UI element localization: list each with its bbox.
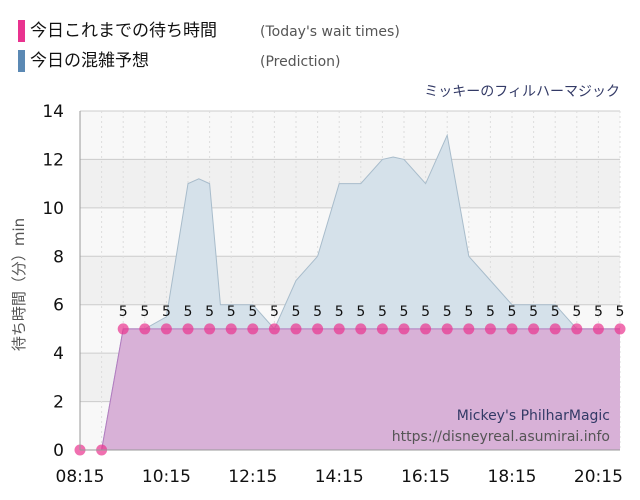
data-label: 5 bbox=[616, 304, 625, 320]
actual-point bbox=[614, 323, 626, 335]
prediction-line bbox=[80, 133, 620, 451]
x-tick-label: 16:15 bbox=[401, 467, 450, 487]
y-tick-label: 4 bbox=[53, 344, 64, 364]
legend-sub-prediction: (Prediction) bbox=[260, 54, 341, 70]
data-label: 5 bbox=[378, 304, 387, 320]
data-label: 5 bbox=[292, 304, 301, 320]
actual-point bbox=[290, 323, 302, 335]
data-label: 5 bbox=[313, 304, 322, 320]
actual-point bbox=[247, 323, 259, 335]
x-tick-label: 10:15 bbox=[142, 467, 191, 487]
actual-point bbox=[117, 323, 129, 335]
data-label: 5 bbox=[205, 304, 214, 320]
watermark-url: https://disneyreal.asumirai.info bbox=[392, 429, 610, 445]
actual-point bbox=[398, 323, 410, 335]
actual-point bbox=[376, 323, 388, 335]
actual-point bbox=[441, 323, 453, 335]
data-label: 5 bbox=[270, 304, 279, 320]
actual-point bbox=[420, 323, 432, 335]
x-tick-label: 18:15 bbox=[488, 467, 537, 487]
legend-label-prediction: 今日の混雑予想 bbox=[30, 51, 149, 71]
y-tick-label: 6 bbox=[53, 296, 64, 316]
actual-point bbox=[463, 323, 475, 335]
actual-point bbox=[592, 323, 604, 335]
legend-label-today: 今日これまでの待ち時間 bbox=[30, 21, 217, 41]
data-label: 5 bbox=[162, 304, 171, 320]
actual-point bbox=[484, 323, 496, 335]
watermark-name: Mickey's PhilharMagic bbox=[457, 408, 610, 424]
data-label: 5 bbox=[443, 304, 452, 320]
actual-point bbox=[571, 323, 583, 335]
data-label: 5 bbox=[140, 304, 149, 320]
actual-point bbox=[333, 323, 345, 335]
actual-point bbox=[506, 323, 518, 335]
legend-sub-today: (Today's wait times) bbox=[260, 24, 400, 40]
data-label: 5 bbox=[421, 304, 430, 320]
actual-point bbox=[355, 323, 367, 335]
actual-series bbox=[74, 323, 626, 456]
y-axis-label: 待ち時間（分）min bbox=[10, 218, 28, 351]
data-label: 5 bbox=[227, 304, 236, 320]
actual-point bbox=[268, 323, 280, 335]
y-tick-label: 8 bbox=[53, 247, 64, 267]
actual-point bbox=[312, 323, 324, 335]
data-label: 5 bbox=[119, 304, 128, 320]
y-tick-label: 14 bbox=[42, 102, 64, 122]
actual-point bbox=[528, 323, 540, 335]
attraction-title: ミッキーのフィルハーマジック bbox=[424, 84, 620, 100]
actual-point bbox=[549, 323, 561, 335]
y-tick-label: 0 bbox=[53, 441, 64, 461]
x-tick-label: 14:15 bbox=[315, 467, 364, 487]
y-tick-label: 10 bbox=[42, 199, 64, 219]
y-tick-label: 2 bbox=[53, 393, 64, 413]
data-label: 5 bbox=[248, 304, 257, 320]
x-tick-label: 08:15 bbox=[56, 467, 105, 487]
data-label: 5 bbox=[508, 304, 517, 320]
legend-swatch-prediction bbox=[18, 50, 25, 72]
actual-area bbox=[80, 328, 620, 450]
y-tick-label: 12 bbox=[42, 150, 64, 170]
data-label: 5 bbox=[572, 304, 581, 320]
x-tick-label: 20:15 bbox=[574, 467, 623, 487]
x-tick-label: 12:15 bbox=[228, 467, 277, 487]
data-label: 5 bbox=[551, 304, 560, 320]
data-label: 5 bbox=[335, 304, 344, 320]
data-label: 5 bbox=[486, 304, 495, 320]
actual-point bbox=[182, 323, 194, 335]
axes: 0 2 4 6 8 10 12 14 08:15 10:15 12:15 14:15 16:15 18:1… bbox=[42, 102, 623, 487]
data-label: 5 bbox=[184, 304, 193, 320]
actual-point bbox=[139, 323, 151, 335]
data-label: 5 bbox=[356, 304, 365, 320]
actual-point bbox=[204, 323, 216, 335]
data-label: 5 bbox=[594, 304, 603, 320]
data-label: 5 bbox=[400, 304, 409, 320]
data-label: 5 bbox=[529, 304, 538, 320]
actual-point bbox=[225, 323, 237, 335]
actual-point bbox=[160, 323, 172, 335]
legend-swatch-today bbox=[18, 20, 25, 42]
data-label: 5 bbox=[464, 304, 473, 320]
